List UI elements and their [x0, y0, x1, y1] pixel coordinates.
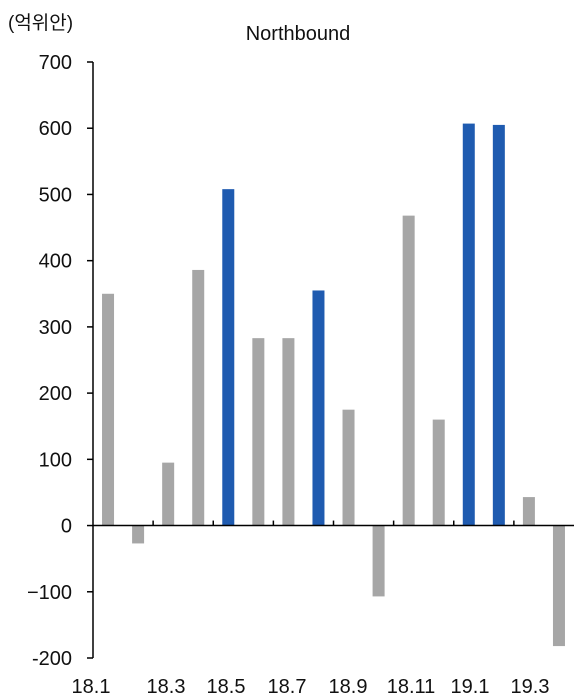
bars-group [102, 123, 565, 647]
y-tick-label: 0 [61, 516, 72, 538]
bar-18.3 [162, 462, 175, 526]
bar-18.4 [192, 269, 205, 526]
bar-19.2 [492, 124, 505, 526]
y-axis: 700 600 500 400 300 200 100 0 −100 -200 [27, 52, 93, 670]
y-tick-label: 100 [39, 449, 72, 471]
y-tick-label: 500 [39, 184, 72, 206]
bar-18.9 [342, 409, 355, 526]
y-axis-unit-label: (억위안) [8, 12, 73, 34]
x-tick-label: 18.7 [268, 676, 307, 698]
bar-18.12 [432, 419, 445, 526]
x-axis: 18.1 18.3 18.5 18.7 18.9 18.11 19.1 19.3 [72, 520, 550, 698]
bar-18.10 [372, 525, 385, 597]
bar-18.8 [312, 290, 325, 526]
y-tick-label: 200 [39, 383, 72, 405]
bar-19.3 [522, 497, 535, 526]
chart-title: Northbound [246, 23, 351, 45]
x-tick-label: 18.11 [387, 676, 436, 698]
bar-18.5 [222, 189, 235, 526]
x-tick-label: 18.5 [207, 676, 246, 698]
x-tick-label: 19.1 [451, 676, 490, 698]
bar-19.4 [552, 525, 565, 647]
y-tick-label: 400 [39, 251, 72, 273]
y-tick-label: −100 [27, 582, 72, 604]
y-tick-label: -200 [32, 648, 72, 670]
bar-19.1 [462, 123, 475, 526]
bar-18.6 [252, 338, 265, 526]
bar-18.11 [402, 215, 415, 526]
bar-18.7 [282, 338, 295, 526]
bar-18.2 [132, 525, 145, 544]
x-tick-label: 19.3 [511, 676, 550, 698]
y-tick-label: 600 [39, 118, 72, 140]
x-tick-label: 18.9 [329, 676, 368, 698]
x-tick-label: 18.1 [72, 676, 111, 698]
y-tick-label: 700 [39, 52, 72, 74]
bar-18.1 [102, 293, 115, 526]
x-tick-label: 18.3 [147, 676, 186, 698]
y-tick-label: 300 [39, 317, 72, 339]
